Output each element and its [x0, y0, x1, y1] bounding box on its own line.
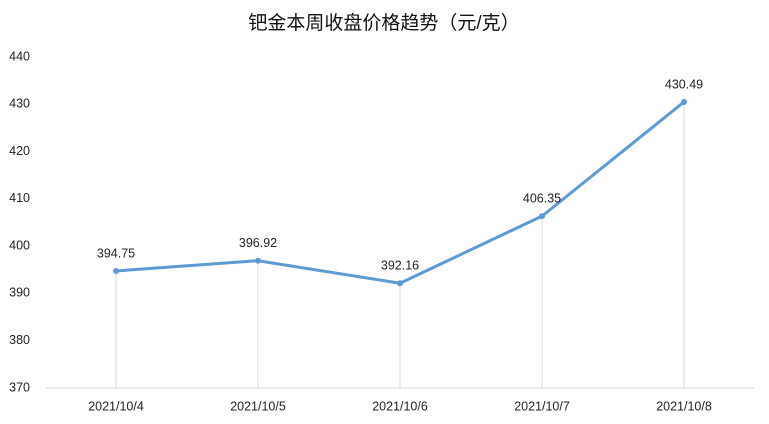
y-tick-label: 390	[9, 286, 30, 300]
point	[539, 213, 545, 220]
x-tick-label: 2021/10/7	[514, 399, 570, 413]
chart-title: 钯金本周收盘价格趋势（元/克）	[248, 12, 519, 34]
x-tick-label: 2021/10/4	[88, 399, 144, 413]
y-tick-label: 420	[9, 144, 30, 158]
x-tick-label: 2021/10/8	[656, 399, 712, 413]
point	[255, 257, 261, 264]
point	[113, 267, 119, 274]
data-label: 406.35	[523, 191, 561, 205]
point	[397, 280, 403, 287]
x-tick-label: 2021/10/6	[372, 399, 428, 413]
data-label: 396.92	[239, 236, 277, 250]
y-tick-label: 440	[9, 49, 30, 63]
y-tick-label: 400	[9, 238, 30, 252]
series-line	[115, 100, 685, 285]
data-label: 430.49	[665, 77, 703, 91]
data-label: 392.16	[381, 259, 419, 273]
y-tick-label: 430	[9, 97, 30, 111]
data-label: 394.75	[97, 246, 135, 260]
point	[681, 98, 687, 105]
x-tick-label: 2021/10/5	[230, 399, 286, 413]
y-tick-label: 410	[9, 191, 30, 205]
y-tick-label: 370	[9, 380, 30, 394]
y-tick-label: 380	[9, 333, 30, 347]
